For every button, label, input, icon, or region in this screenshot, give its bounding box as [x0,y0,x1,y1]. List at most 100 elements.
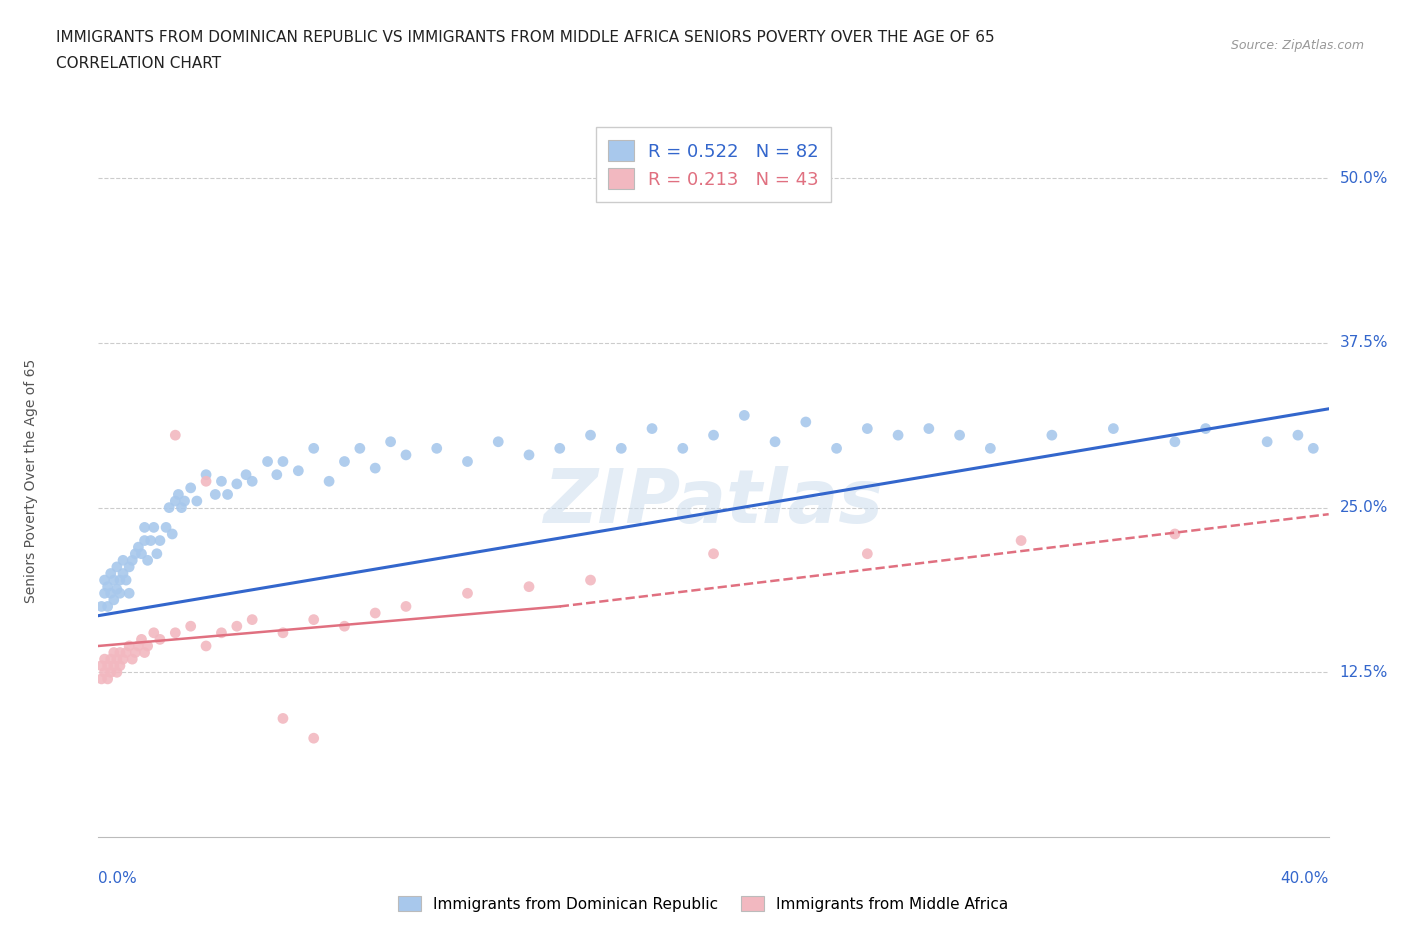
Point [112,652,135,667]
Point [918,421,941,436]
Point [103,573,125,588]
Point [127,639,149,654]
Point [703,428,725,443]
Point [93,586,115,601]
Point [302,612,325,627]
Point [103,592,125,607]
Point [364,605,387,620]
Point [186,494,208,509]
Point [235,467,257,482]
Point [733,408,755,423]
Point [112,566,135,581]
Point [124,645,146,660]
Point [165,625,187,640]
Point [149,632,172,647]
Point [349,441,371,456]
Point [112,552,135,567]
Point [318,474,340,489]
Point [517,447,540,462]
Point [165,494,187,509]
Legend: Immigrants from Dominican Republic, Immigrants from Middle Africa: Immigrants from Dominican Republic, Immi… [392,889,1014,918]
Point [93,573,115,588]
Point [105,560,128,575]
Point [136,552,159,567]
Point [517,579,540,594]
Point [456,586,478,601]
Point [486,434,509,449]
Point [1164,434,1187,449]
Point [155,520,177,535]
Point [142,625,165,640]
Point [211,474,233,489]
Point [1040,428,1063,443]
Text: Seniors Poverty Over the Age of 65: Seniors Poverty Over the Age of 65 [24,359,38,604]
Point [115,645,138,660]
Point [134,645,156,660]
Point [103,658,125,673]
Point [97,658,120,673]
Point [118,639,141,654]
Text: IMMIGRANTS FROM DOMINICAN REPUBLIC VS IMMIGRANTS FROM MIDDLE AFRICA SENIORS POVE: IMMIGRANTS FROM DOMINICAN REPUBLIC VS IM… [56,30,995,45]
Point [380,434,402,449]
Point [1286,428,1309,443]
Point [108,573,131,588]
Point [90,599,112,614]
Point [1164,526,1187,541]
Text: 12.5%: 12.5% [1340,665,1388,680]
Point [131,546,153,561]
Point [703,546,725,561]
Point [240,612,263,627]
Point [108,645,131,660]
Point [1256,434,1278,449]
Point [395,447,418,462]
Point [118,560,141,575]
Point [217,487,239,502]
Point [105,665,128,680]
Point [121,652,143,667]
Point [240,474,263,489]
Point [93,665,115,680]
Text: CORRELATION CHART: CORRELATION CHART [56,56,221,71]
Point [579,573,602,588]
Point [579,428,602,443]
Point [93,652,115,667]
Point [108,658,131,673]
Point [456,454,478,469]
Point [90,671,112,686]
Point [142,520,165,535]
Point [1195,421,1218,436]
Point [1010,533,1032,548]
Point [825,441,848,456]
Point [256,454,278,469]
Point [121,552,143,567]
Point [180,481,202,496]
Point [271,711,294,726]
Point [118,586,141,601]
Point [97,599,120,614]
Point [100,665,122,680]
Point [157,500,180,515]
Point [134,533,156,548]
Point [856,546,879,561]
Point [287,463,309,478]
Point [124,546,146,561]
Point [170,500,193,515]
Point [225,618,247,633]
Point [131,632,153,647]
Text: 25.0%: 25.0% [1340,500,1388,515]
Point [333,618,356,633]
Point [302,441,325,456]
Point [1102,421,1125,436]
Point [134,520,156,535]
Point [949,428,972,443]
Point [127,539,149,554]
Point [266,467,288,482]
Point [225,476,247,491]
Point [173,494,195,509]
Text: 37.5%: 37.5% [1340,336,1388,351]
Point [548,441,571,456]
Point [395,599,418,614]
Point [672,441,695,456]
Point [162,526,183,541]
Point [105,582,128,597]
